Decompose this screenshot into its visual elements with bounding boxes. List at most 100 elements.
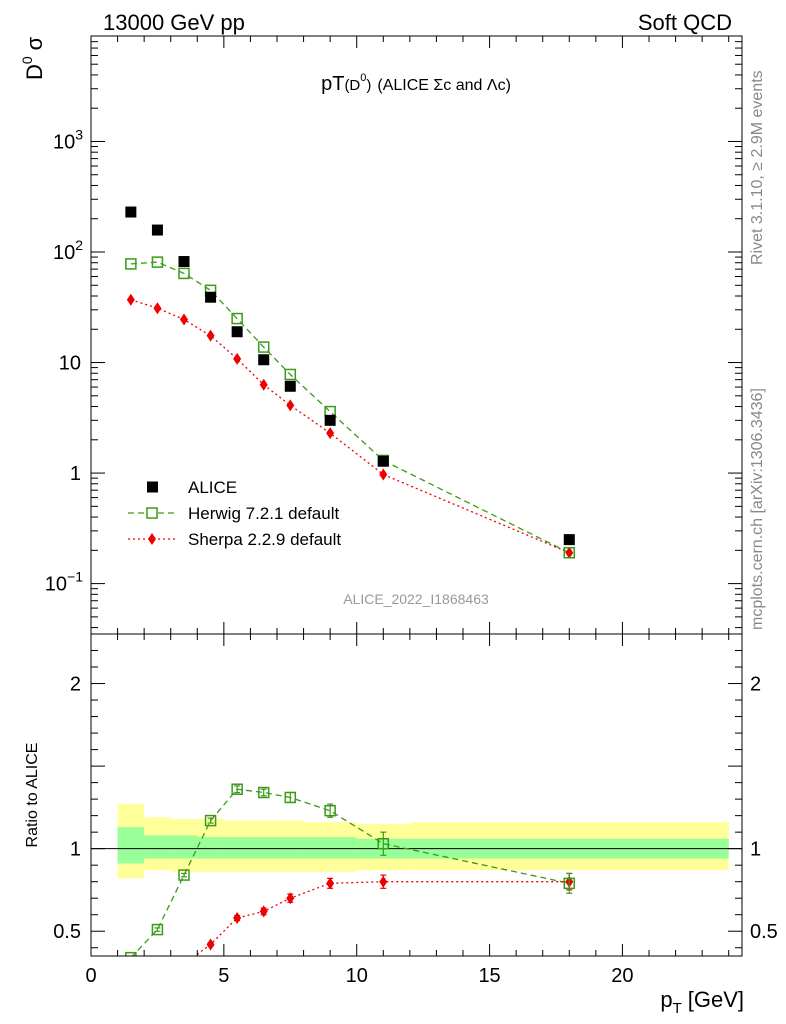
- herwig-ratio-point: [377, 837, 390, 850]
- ratio-y-tick-label-left: 2: [70, 674, 81, 696]
- main-ylabel-sup: 0: [19, 56, 35, 64]
- ratio-y-tick-label-right: 2: [750, 674, 761, 696]
- sherpa-main-point: [126, 293, 135, 306]
- main-title-sub: (D: [344, 77, 360, 94]
- ratio-x-tick-label: 15: [478, 965, 500, 987]
- legend: ALICE Herwig 7.2.1 default Sherpa 2.2.9 de…: [128, 478, 341, 549]
- sherpa-ratio-point: [233, 912, 242, 925]
- ratio-y-tick-label-right: 0.5: [750, 921, 778, 943]
- mcplots-label: mcplots.cern.ch [arXiv:1306.3436]: [749, 388, 766, 630]
- alice-data-point: [178, 256, 190, 268]
- main-title: pT(D0) (ALICE Σc and Λc): [321, 72, 511, 95]
- main-y-tick-label-base: 10: [45, 574, 67, 596]
- herwig-main-point: [125, 258, 137, 270]
- herwig-main-point: [151, 256, 164, 268]
- herwig-main-point: [178, 267, 190, 280]
- main-y-tick-label: 10: [59, 353, 81, 375]
- herwig-main-point: [284, 368, 297, 381]
- ratio-x-tick-label: 5: [218, 965, 229, 987]
- sherpa-ratio-point: [259, 905, 268, 918]
- main-title-close: ): [366, 77, 371, 94]
- ratio-xlabel-sub: T: [673, 1000, 682, 1017]
- main-y-tick-label-exp: 3: [75, 126, 83, 142]
- main-y-tick-label-exp: −1: [67, 569, 83, 585]
- herwig-ratio-point: [204, 814, 217, 827]
- header-process-label: Soft QCD: [638, 10, 732, 35]
- main-y-tick-label-exp: 2: [75, 237, 83, 253]
- main-y-tick-label: 1: [70, 463, 81, 485]
- ratio-band-inner: [303, 837, 357, 859]
- herwig-ratio-point: [257, 786, 270, 799]
- analysis-watermark: ALICE_2022_I1868463: [343, 591, 489, 607]
- alice-data-point: [151, 224, 163, 236]
- header-beam-label: 13000 GeV pp: [103, 10, 245, 35]
- ratio-x-tick-label: 10: [346, 965, 368, 987]
- sherpa-ratio-point: [286, 892, 295, 905]
- sherpa-ratio-point: [379, 875, 388, 888]
- sherpa-ratio-line: [194, 881, 570, 956]
- ratio-band-inner: [223, 837, 251, 859]
- ratio-xlabel-main: p: [660, 987, 672, 1012]
- sherpa-ratio-point: [127, 981, 135, 993]
- alice-data-point: [231, 326, 243, 338]
- main-y-tick-label-base: 10: [53, 131, 75, 153]
- ratio-frame: [90, 633, 743, 957]
- sherpa-main-point: [206, 329, 215, 342]
- alice-data-point: [377, 455, 389, 467]
- alice-data-point: [563, 534, 575, 546]
- main-y-tick-label-base: 10: [59, 353, 81, 375]
- sherpa-main-point: [259, 378, 268, 391]
- main-y-tick-label-base: 1: [70, 463, 81, 485]
- herwig-ratio-point: [231, 783, 243, 795]
- sherpa-main-point: [286, 399, 295, 412]
- alice-data-point: [205, 291, 217, 303]
- ratio-band-inner: [117, 827, 145, 864]
- main-ylabel-rest: σ: [22, 36, 47, 50]
- sherpa-main-point: [379, 468, 388, 481]
- alice-data-point: [125, 206, 137, 218]
- main-panel: ALICE_2022_I1868463 pT(D0) (ALICE Σc and …: [19, 35, 743, 635]
- main-title-sup: 0: [360, 72, 366, 84]
- herwig-ratio-point: [178, 869, 190, 881]
- sherpa-ratio-point: [326, 877, 335, 890]
- ratio-y-tick-label-left: 1: [70, 839, 81, 861]
- legend-sherpa-marker: [148, 533, 156, 545]
- sherpa-main-point: [180, 313, 188, 326]
- main-ylabel: D0 σ: [19, 36, 47, 80]
- herwig-main-point: [563, 547, 576, 559]
- rivet-version-label: Rivet 3.1.10, ≥ 2.9M events: [749, 70, 766, 265]
- main-y-tick-label: 102: [53, 237, 83, 264]
- herwig-ratio-point: [284, 791, 297, 804]
- ratio-xlabel: pT [GeV]: [660, 987, 744, 1017]
- herwig-ratio-point: [563, 877, 576, 890]
- alice-data-point: [258, 354, 270, 366]
- herwig-ratio-point: [125, 951, 137, 956]
- main-y-tick-label: 10−1: [45, 569, 83, 596]
- ratio-xlabel-unit: [GeV]: [688, 987, 744, 1012]
- herwig-main-point: [257, 341, 270, 353]
- herwig-ratio-point: [324, 804, 336, 817]
- sherpa-main-point: [565, 546, 574, 559]
- ratio-band-inner: [250, 837, 277, 859]
- sherpa-main-line: [130, 299, 570, 554]
- herwig-main-line: [130, 261, 570, 554]
- main-title-rest: (ALICE Σc and Λc): [377, 77, 511, 94]
- ratio-band-inner: [170, 835, 198, 859]
- ratio-band-inner: [197, 837, 224, 859]
- main-y-tick-label-base: 10: [53, 242, 75, 264]
- legend-label: Herwig 7.2.1 default: [188, 504, 339, 523]
- sherpa-ratio-point: [153, 975, 161, 987]
- legend-label: Sherpa 2.2.9 default: [188, 530, 341, 549]
- main-title-main: pT: [321, 73, 344, 95]
- herwig-ratio-point: [151, 923, 164, 936]
- ratio-y-tick-label-right: 1: [750, 839, 761, 861]
- herwig-ratio-line: [131, 788, 570, 956]
- sherpa-main-point: [233, 352, 242, 365]
- ratio-band-inner: [277, 837, 304, 859]
- herwig-main-point: [231, 312, 243, 325]
- alice-data-point: [324, 414, 336, 426]
- ratio-x-tick-label: 0: [85, 965, 96, 987]
- ratio-x-tick-label: 20: [611, 965, 633, 987]
- legend-alice-marker: [147, 481, 158, 493]
